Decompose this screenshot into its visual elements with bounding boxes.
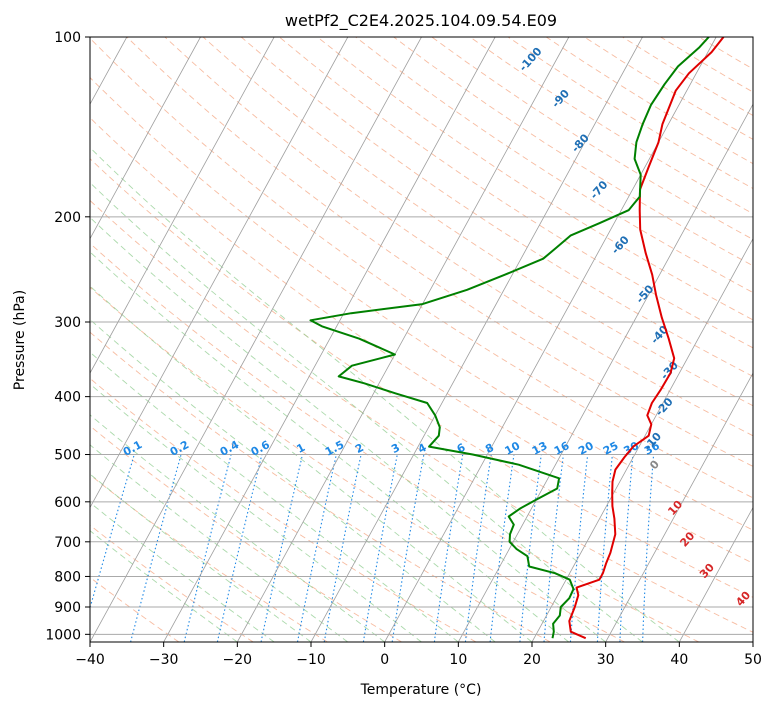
mixing-ratio-label: 20 <box>576 439 596 458</box>
dry-adiabat-line <box>90 286 625 642</box>
y-tick-label: 700 <box>54 535 81 551</box>
isotherm-line <box>384 37 717 642</box>
moist-adiabat-line <box>90 473 312 642</box>
dry-adiabat-line <box>317 37 753 321</box>
dry-adiabat-line <box>90 377 477 642</box>
mixing-ratio-line <box>596 454 613 642</box>
isotherm-line <box>90 37 275 374</box>
moist-adiabat-line <box>90 444 349 642</box>
y-tick-label: 500 <box>54 448 81 464</box>
isotherm-line <box>90 37 201 240</box>
y-tick-label: 1000 <box>45 627 81 643</box>
plot-frame <box>89 36 754 643</box>
isotherm-line <box>310 37 643 642</box>
dry-adiabat-line <box>90 524 254 642</box>
isotherm-line <box>457 103 753 642</box>
dry-adiabat-line <box>126 37 753 467</box>
dry-adiabat-line <box>90 474 328 642</box>
dry-adiabat-line <box>90 158 753 598</box>
isotherm-line <box>236 37 570 642</box>
x-tick-label: −30 <box>149 652 179 668</box>
x-tick-label: 0 <box>380 652 389 668</box>
x-axis-title: Temperature (°C) <box>360 682 482 698</box>
moist-adiabat-line <box>90 351 459 642</box>
dry-adiabat-line <box>90 576 180 642</box>
grid <box>90 37 753 642</box>
y-tick-label: 600 <box>54 495 81 511</box>
x-tick-label: −20 <box>223 652 253 668</box>
isoline-labels: 0.1 0.2 0.4 0.6 1 1.5 2 3 4 6 8 10 13 16 20 25 30 36-100-… <box>121 45 753 609</box>
isotherm-line <box>531 237 753 642</box>
isotherm-line <box>90 37 422 642</box>
mixing-ratio-line <box>130 454 182 642</box>
isotherm-line <box>90 37 349 509</box>
x-tick-label: −10 <box>296 652 326 668</box>
y-tick-label: 400 <box>54 390 81 406</box>
mixing-ratio-line <box>296 454 337 642</box>
x-tick-label: 30 <box>597 652 615 668</box>
isotherm-line <box>163 37 496 642</box>
profile-series <box>309 37 725 640</box>
isotherm-line <box>605 372 753 642</box>
x-tick-label: −40 <box>75 652 105 668</box>
chart-title: wetPf2_C2E4.2025.104.09.54.E09 <box>285 11 557 31</box>
mixing-ratio-line <box>642 454 655 642</box>
dry-adiabat-line <box>279 37 753 349</box>
x-tick-label: 20 <box>523 652 541 668</box>
dewpoint-line <box>309 37 710 639</box>
y-axis: 100 200 300 400 500 600 700 800 900 1000 <box>45 30 90 643</box>
dry-adiabat-line <box>164 37 753 437</box>
dry-adiabat-line <box>90 199 753 633</box>
x-tick-label: 40 <box>670 652 688 668</box>
mixing-ratio-line <box>619 454 634 642</box>
dry-adiabat-line <box>90 76 753 531</box>
dry-adiabat-line <box>90 117 753 564</box>
x-tick-label: 10 <box>449 652 467 668</box>
mixing-ratio-line <box>90 454 135 610</box>
mixing-ratio-label: 36 <box>642 439 662 458</box>
mixing-ratio-line <box>216 454 263 642</box>
y-tick-label: 300 <box>54 315 81 331</box>
temperature-line <box>568 37 725 640</box>
moist-adiabat-line <box>90 216 606 642</box>
dry-adiabat-line <box>90 37 753 499</box>
moist-adiabat-line <box>90 181 643 642</box>
y-tick-label: 100 <box>54 30 81 46</box>
mixing-ratio-label: 16 <box>552 439 572 458</box>
moist-adiabat-line <box>90 146 680 642</box>
moist-adiabat-line <box>90 318 496 642</box>
dry-adiabat-line <box>90 425 402 642</box>
y-tick-label: 200 <box>54 210 81 226</box>
dry-adiabat-line <box>90 242 700 642</box>
mixing-ratio-label: 10 <box>503 439 523 458</box>
mixing-ratio-line <box>260 454 304 642</box>
x-tick-label: 50 <box>744 652 762 668</box>
x-axis: −40 −30 −20 −10 0 10 20 30 40 50 <box>75 642 762 668</box>
y-axis-title: Pressure (hPa) <box>12 290 28 390</box>
dry-adiabat-line <box>90 331 551 642</box>
isotherm-line <box>678 506 753 642</box>
mixing-ratio-line <box>569 454 589 642</box>
mixing-ratio-label: 25 <box>601 439 621 458</box>
moist-adiabat-line <box>90 285 533 642</box>
y-tick-label: 900 <box>54 600 81 616</box>
dry-adiabat-line <box>355 37 753 294</box>
mixing-ratio-label: 13 <box>530 439 550 458</box>
y-tick-label: 800 <box>54 569 81 585</box>
